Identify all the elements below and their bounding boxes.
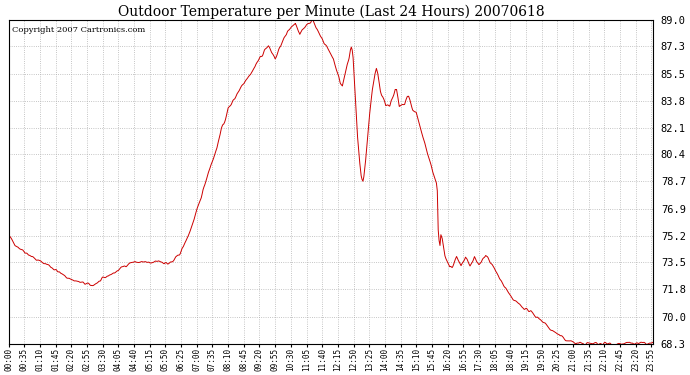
Text: Copyright 2007 Cartronics.com: Copyright 2007 Cartronics.com xyxy=(12,26,145,34)
Title: Outdoor Temperature per Minute (Last 24 Hours) 20070618: Outdoor Temperature per Minute (Last 24 … xyxy=(117,4,544,18)
